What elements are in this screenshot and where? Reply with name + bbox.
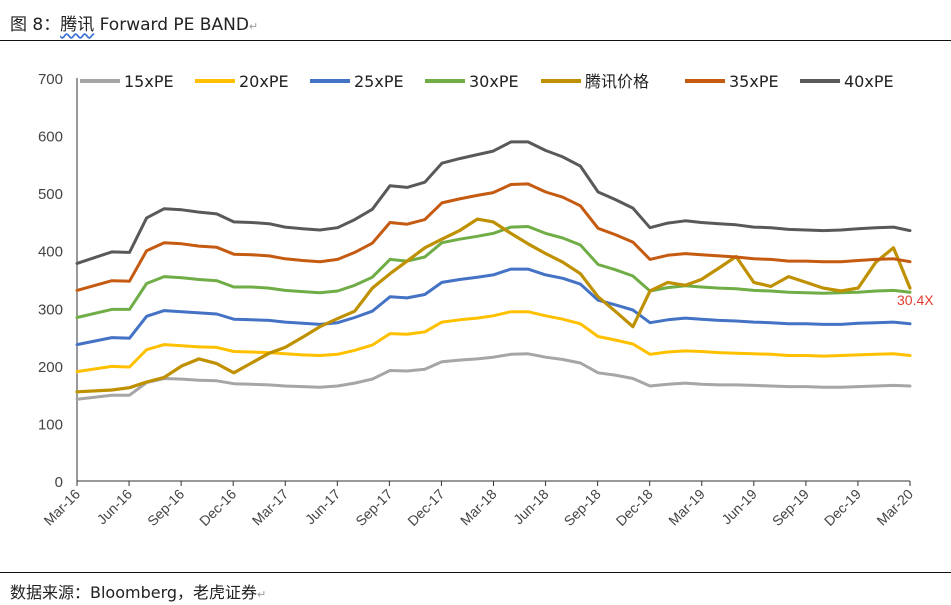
x-tick-label: Dec-17 [404,486,447,529]
x-tick-label: Jun-19 [718,486,760,528]
series-line [75,352,912,401]
top-rule [0,40,951,41]
x-tick-label: Jun-17 [302,486,344,528]
series-line [75,140,912,265]
source-text: 数据来源：Bloomberg，老虎证券 [10,583,258,602]
annotations: 30.4X [897,292,934,308]
x-tick-label: Jun-16 [94,486,136,528]
series-line [75,217,912,394]
x-tick-label: Dec-19 [821,486,864,529]
y-tick-label: 200 [38,359,63,376]
legend-label: 25xPE [354,72,404,91]
y-tick-label: 500 [38,186,63,203]
y-tick-label: 100 [38,416,63,433]
legend-label: 15xPE [124,72,174,91]
y-tick-label: 700 [38,71,63,88]
x-tick-label: Mar-19 [665,486,708,529]
y-tick-label: 600 [38,129,63,146]
x-tick-label: Mar-18 [457,486,500,529]
legend-label: 35xPE [729,72,779,91]
y-tick-label: 400 [38,244,63,261]
x-tick-label: Sep-16 [144,486,187,529]
figure-title-prefix: 图 8： [10,15,61,35]
legend-label: 腾讯价格 [585,72,649,91]
x-tick-label: Sep-19 [769,486,812,529]
y-tick-label: 0 [55,474,63,491]
axes: 0 100 200 300 400 500 600 700 Mar-16 Jun-16 Sep-16… [38,71,916,529]
series-line [75,310,912,374]
legend-label: 40xPE [844,72,894,91]
x-tick-label: Dec-16 [196,486,239,529]
legend-label: 20xPE [239,72,289,91]
return-mark-icon: ↵ [257,588,267,601]
x-tick-label: Mar-16 [40,486,83,529]
pe-annotation-label: 30.4X [897,292,934,308]
x-tick-label: Sep-18 [561,486,604,529]
series-line [75,225,912,319]
series-line [75,182,912,292]
x-tick-label: Mar-20 [873,486,916,529]
x-tick-label: Dec-18 [613,486,656,529]
x-tick-label: Mar-17 [249,486,292,529]
return-mark-icon: ↵ [248,20,259,33]
figure-title-brand: 腾讯 [60,15,95,35]
source-note: 数据来源：Bloomberg，老虎证券↵ [10,579,266,603]
bottom-rule [0,572,951,573]
pe-band-chart: 0 100 200 300 400 500 600 700 Mar-16 Jun-16 Sep-16… [38,71,934,529]
figure-title: 图 8：腾讯 Forward PE BAND↵ [10,10,258,35]
x-tick-label: Jun-18 [510,486,552,528]
series-lines [75,140,912,401]
y-tick-label: 300 [38,301,63,318]
figure-title-rest: Forward PE BAND [94,15,249,35]
series-line [75,267,912,347]
legend-label: 30xPE [469,72,519,91]
x-tick-label: Sep-17 [352,486,395,529]
legend: 15xPE 20xPE 25xPE 30xPE 腾讯价格 35xPE 40xPE [80,72,894,91]
